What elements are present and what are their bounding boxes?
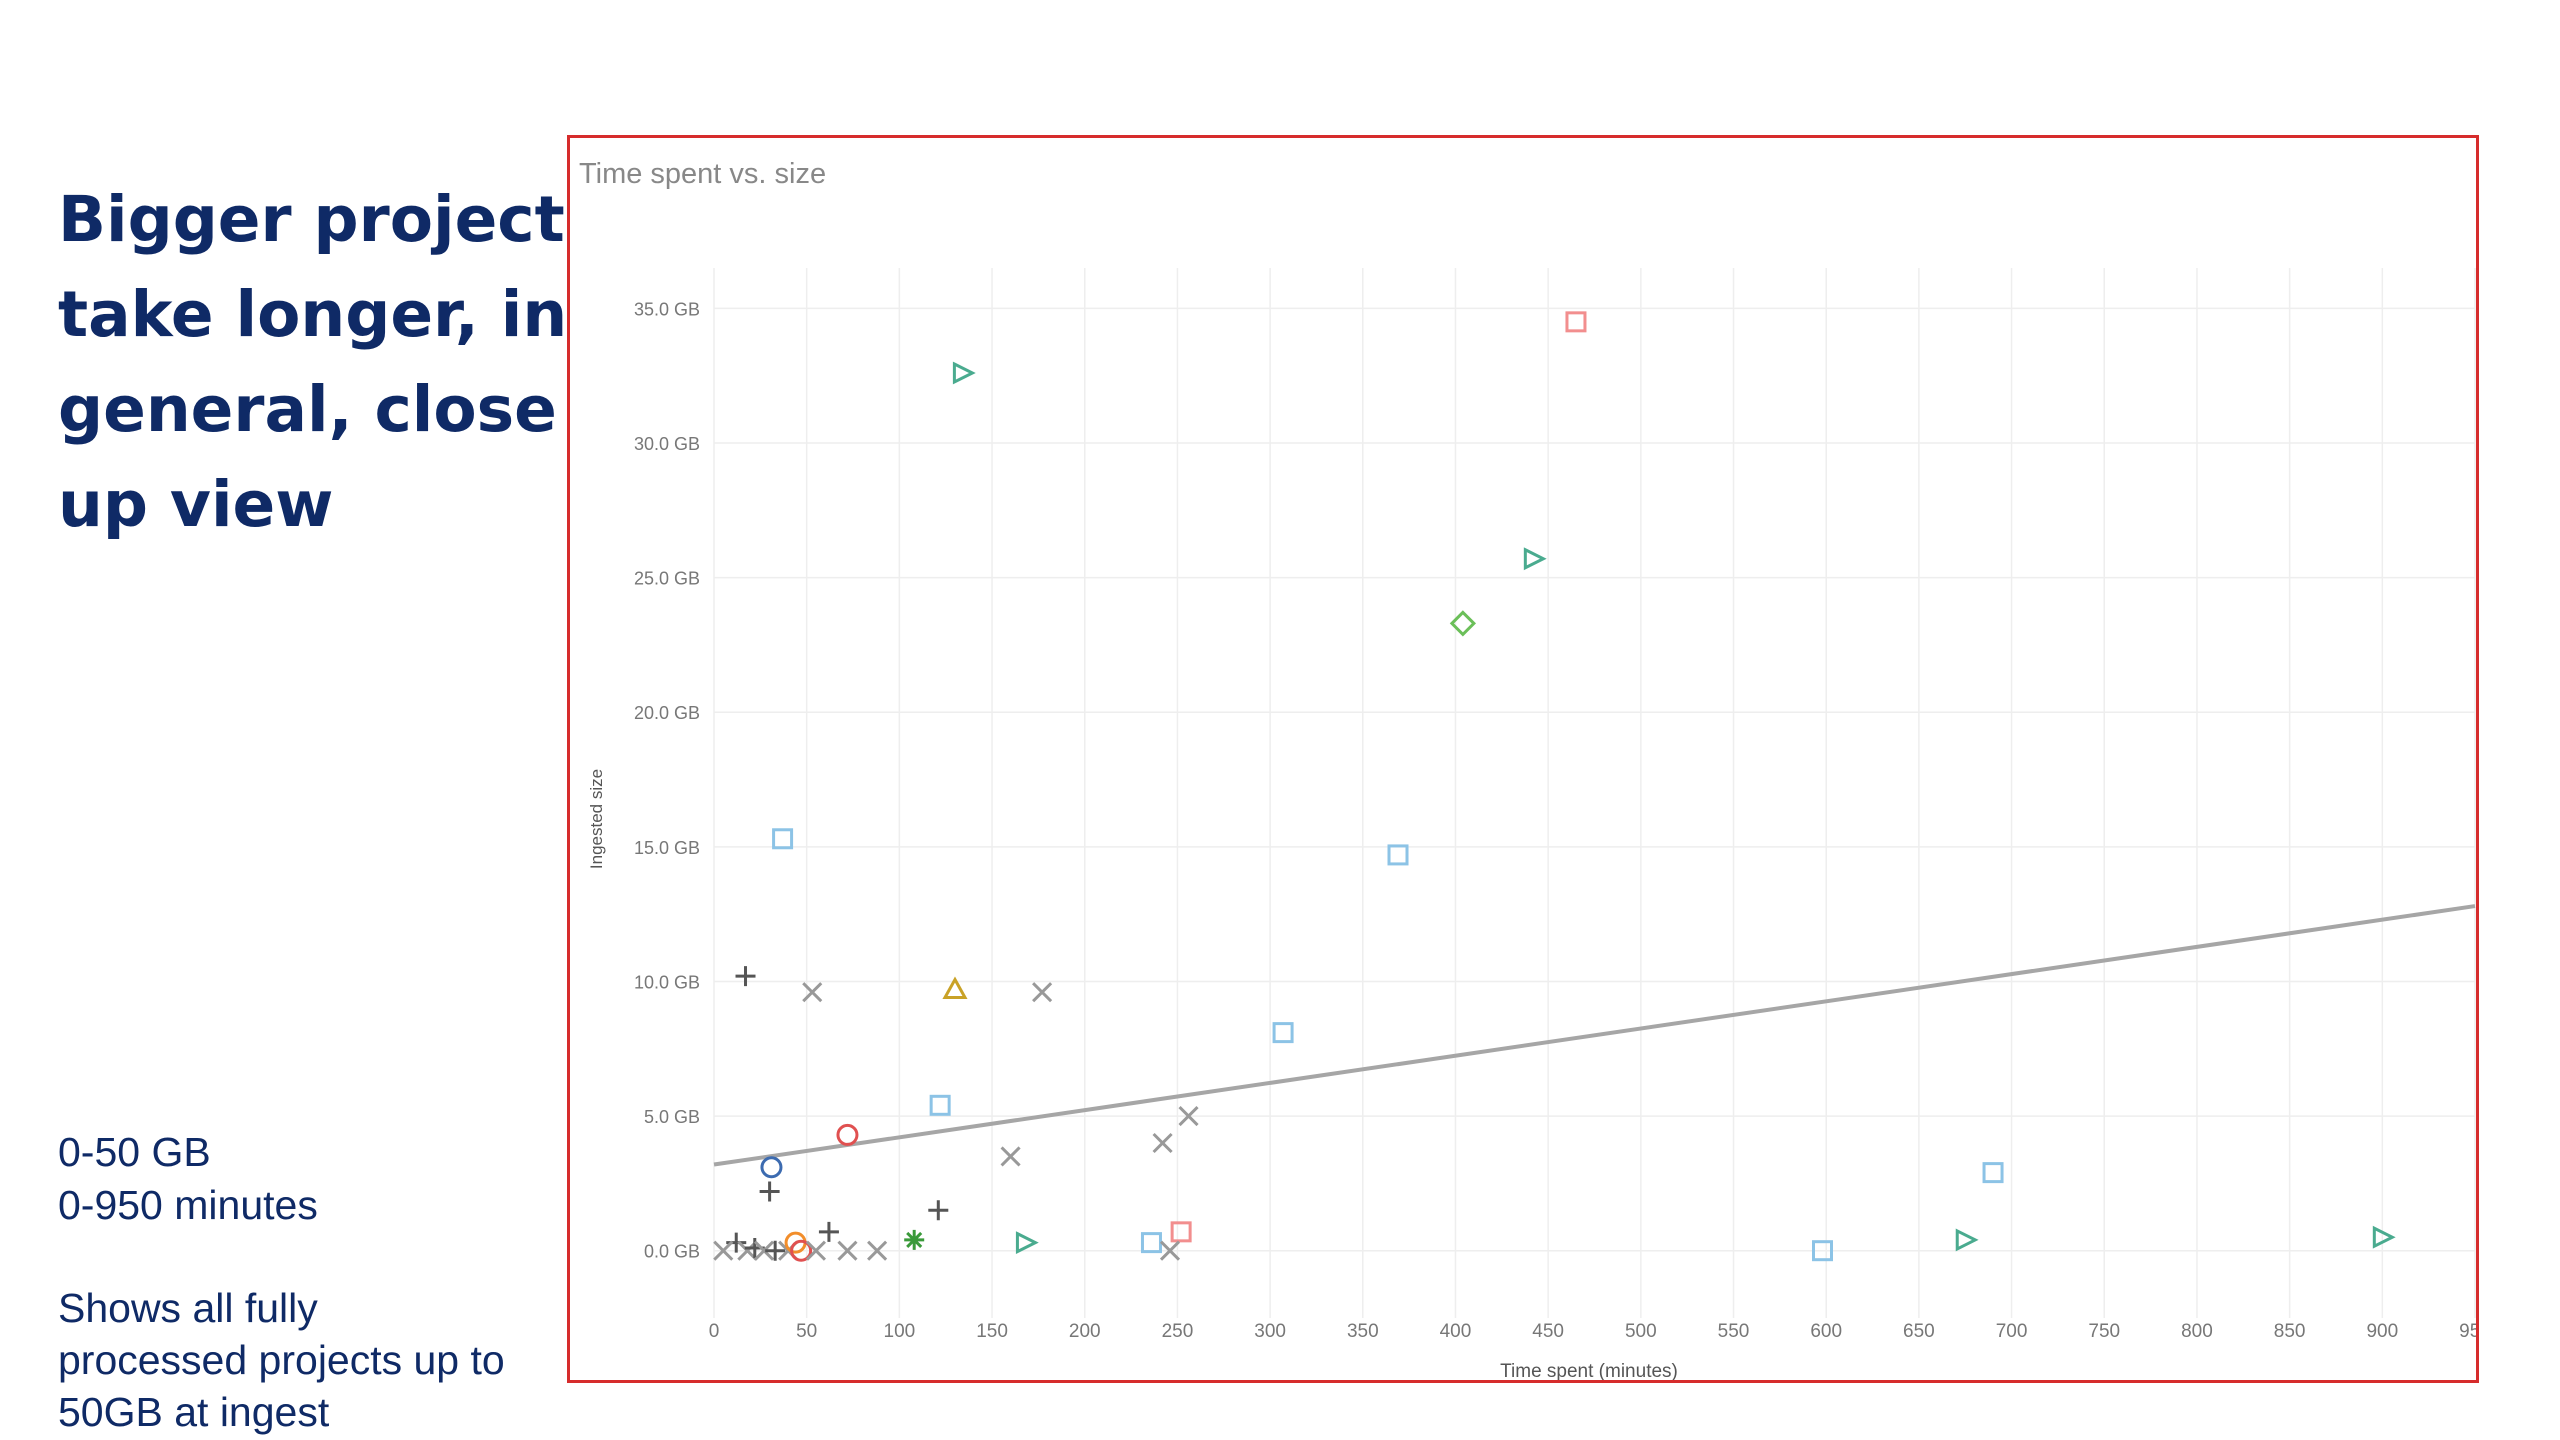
- scatter-chart: Time spent vs. size 0 50 100 150 200 250 300 35…: [579, 158, 2476, 1380]
- data-point-circle: [760, 1156, 783, 1179]
- data-point-plus: [928, 1200, 949, 1221]
- x-tick-label: 900: [2366, 1321, 2398, 1342]
- slide-title-line: general, close: [58, 373, 557, 446]
- data-point-square: [1982, 1162, 2004, 1184]
- data-point-cross: [1152, 1132, 1173, 1154]
- slide-title-line: Bigger projects: [58, 183, 603, 256]
- data-point-asterisk: [904, 1229, 925, 1250]
- slide-title-line: take longer, in: [58, 278, 568, 351]
- x-tick-label: 200: [1069, 1321, 1101, 1342]
- y-axis-label: Ingested size: [587, 769, 606, 869]
- data-point-triangle: [942, 976, 968, 1000]
- x-tick-label: 50: [796, 1321, 817, 1342]
- x-tick-label: 150: [976, 1321, 1008, 1342]
- data-point-square: [1565, 311, 1587, 333]
- data-point-square: [929, 1094, 951, 1116]
- description-line: Shows all fully: [58, 1285, 318, 1331]
- chart-title: Time spent vs. size: [579, 158, 826, 190]
- data-point-cross: [867, 1240, 888, 1261]
- data-point-cross: [1000, 1146, 1021, 1167]
- x-tick-label: 550: [1718, 1321, 1750, 1342]
- point-layer: [713, 311, 2396, 1262]
- data-point-circle: [836, 1123, 859, 1146]
- grid-layer: [713, 268, 2476, 1318]
- data-point-cross: [805, 1240, 827, 1261]
- data-point-cross: [1178, 1106, 1199, 1127]
- y-tick-label: 0.0 GB: [644, 1242, 700, 1262]
- x-axis-label: Time spent (minutes): [1500, 1361, 1678, 1380]
- data-point-triangle: [1523, 547, 1547, 571]
- x-tick-label: 300: [1254, 1321, 1286, 1342]
- data-point-cross: [837, 1240, 858, 1261]
- data-point-plus: [818, 1221, 839, 1242]
- x-tick-label: 0: [709, 1321, 720, 1342]
- data-point-plus: [735, 966, 756, 987]
- description-line: 50GB at ingest: [58, 1389, 330, 1435]
- y-tick-label: 30.0 GB: [634, 434, 700, 454]
- data-point-square: [1387, 844, 1409, 866]
- data-point-plus: [759, 1181, 780, 1202]
- data-point-cross: [713, 1240, 734, 1261]
- x-tick-label: 850: [2274, 1321, 2306, 1342]
- data-point-plus: [765, 1240, 786, 1261]
- x-tick-label: 250: [1162, 1321, 1194, 1342]
- range-notes: 0-50 GB 0-950 minutes: [58, 1126, 318, 1232]
- trend-layer: [713, 904, 2476, 1167]
- tick-layer: 0 50 100 150 200 250 300 350 400 450 500 550 600 650 7…: [634, 299, 2476, 1342]
- chart-description: Shows all fully processed projects up to…: [58, 1282, 505, 1438]
- data-point-square: [772, 828, 794, 850]
- x-tick-label: 600: [1810, 1321, 1842, 1342]
- size-range-label: 0-50 GB: [58, 1129, 211, 1175]
- data-point-square: [1812, 1240, 1834, 1262]
- data-point-cross: [753, 1240, 775, 1261]
- data-point-circle: [790, 1239, 813, 1262]
- data-point-cross: [802, 982, 823, 1003]
- data-point-triangle: [2372, 1225, 2396, 1249]
- y-tick-label: 5.0 GB: [644, 1107, 700, 1127]
- time-range-label: 0-950 minutes: [58, 1182, 318, 1228]
- y-tick-label: 15.0 GB: [634, 838, 700, 858]
- chart-frame: Time spent vs. size 0 50 100 150 200 250 300 35…: [567, 135, 2479, 1383]
- description-line: processed projects up to: [58, 1337, 505, 1383]
- x-tick-label: 750: [2088, 1321, 2120, 1342]
- y-tick-label: 10.0 GB: [634, 972, 700, 992]
- x-tick-label: 400: [1440, 1321, 1472, 1342]
- data-point-triangle: [952, 361, 976, 385]
- y-tick-label: 35.0 GB: [634, 299, 700, 319]
- data-point-square: [1272, 1022, 1294, 1044]
- x-tick-label: 650: [1903, 1321, 1935, 1342]
- x-tick-label: 100: [884, 1321, 916, 1342]
- x-tick-label: 450: [1532, 1321, 1564, 1342]
- data-point-cross: [1032, 982, 1053, 1003]
- data-point-triangle: [1955, 1228, 1979, 1252]
- data-point-triangle: [1015, 1231, 1039, 1255]
- y-tick-label: 25.0 GB: [634, 569, 700, 589]
- data-point-square: [1170, 1221, 1192, 1243]
- trend-line: [713, 904, 2476, 1167]
- data-point-cross: [1159, 1240, 1181, 1261]
- data-point-diamond: [1449, 610, 1477, 637]
- x-tick-label: 800: [2181, 1321, 2213, 1342]
- data-point-square: [1140, 1232, 1162, 1254]
- x-tick-label: 700: [1996, 1321, 2028, 1342]
- x-tick-label: 500: [1625, 1321, 1657, 1342]
- x-tick-label: 950: [2459, 1321, 2476, 1342]
- slide-title-line: up view: [58, 468, 334, 541]
- x-tick-label: 350: [1347, 1321, 1379, 1342]
- y-tick-label: 20.0 GB: [634, 703, 700, 723]
- slide-title: Bigger projects take longer, in general,…: [58, 172, 603, 552]
